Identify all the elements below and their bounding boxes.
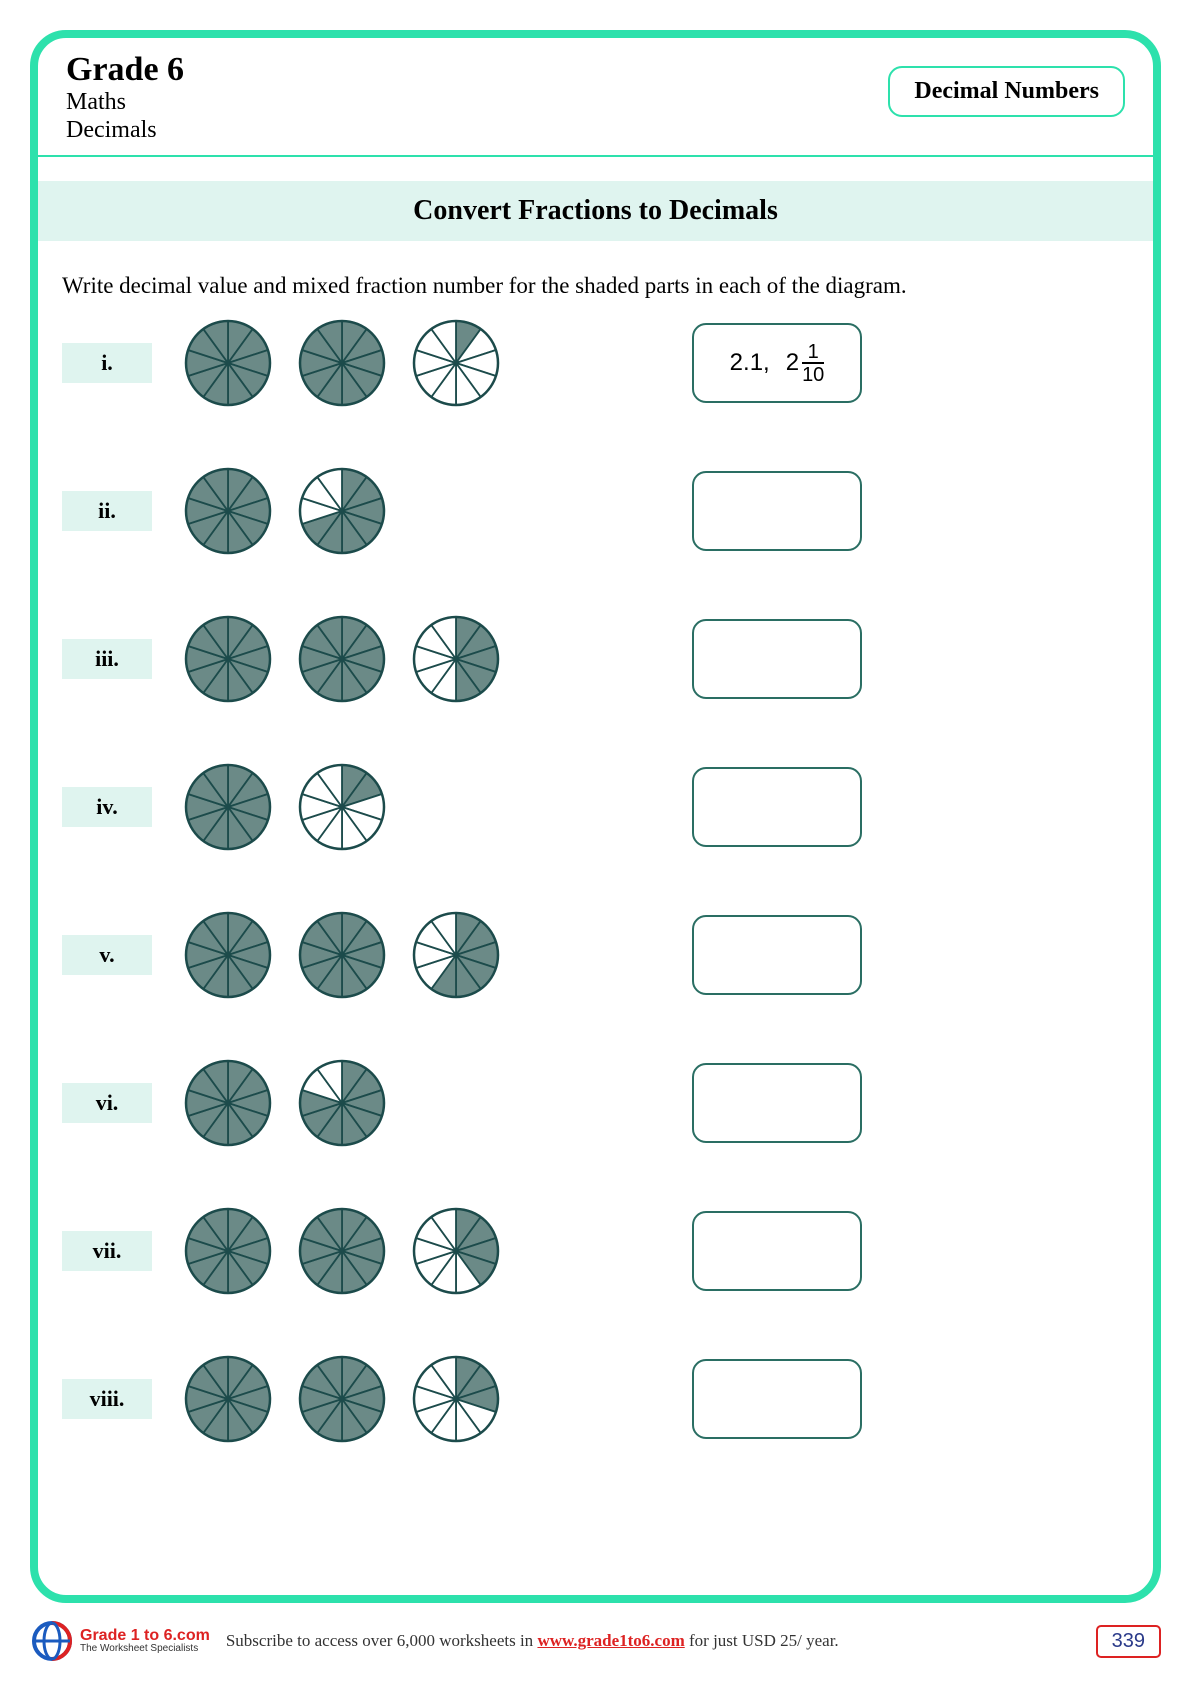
- instruction-text: Write decimal value and mixed fraction n…: [38, 241, 1153, 317]
- fraction-circle-icon: [296, 909, 388, 1001]
- brand-line1: Grade 1 to 6.com: [80, 1628, 210, 1644]
- footer-after: for just USD 25/ year.: [685, 1631, 839, 1650]
- subject-label: Maths: [66, 88, 184, 117]
- question-numeral: vi.: [62, 1083, 152, 1123]
- fraction-circle-icon: [182, 1205, 274, 1297]
- fraction-circle-icon: [182, 909, 274, 1001]
- content-frame: Grade 6 Maths Decimals Decimal Numbers C…: [30, 30, 1161, 1603]
- fraction-circle-icon: [182, 465, 274, 557]
- header-divider: [38, 155, 1153, 157]
- fraction-circle-icon: [182, 613, 274, 705]
- answer-box[interactable]: [692, 1359, 862, 1439]
- grade-block: Grade 6 Maths Decimals: [66, 52, 184, 145]
- question-row: vi.: [62, 1057, 1129, 1149]
- circle-group: [182, 1057, 542, 1149]
- answer-box[interactable]: [692, 1063, 862, 1143]
- topic-chip: Decimal Numbers: [888, 66, 1125, 117]
- footer-message: Subscribe to access over 6,000 worksheet…: [226, 1631, 1080, 1651]
- answer-box[interactable]: [692, 471, 862, 551]
- fraction-circle-icon: [296, 761, 388, 853]
- footer: Grade 1 to 6.com The Worksheet Specialis…: [30, 1619, 1161, 1663]
- circle-group: [182, 1353, 542, 1445]
- question-numeral: v.: [62, 935, 152, 975]
- fraction-circle-icon: [296, 613, 388, 705]
- fraction-whole: 2: [786, 349, 799, 377]
- circle-group: [182, 317, 542, 409]
- page-number: 339: [1096, 1625, 1161, 1658]
- question-numeral: iii.: [62, 639, 152, 679]
- question-numeral: ii.: [62, 491, 152, 531]
- fraction-circle-icon: [410, 1353, 502, 1445]
- answer-box[interactable]: [692, 915, 862, 995]
- brand-line2: The Worksheet Specialists: [80, 1644, 210, 1654]
- fraction-numerator: 1: [808, 342, 819, 362]
- fraction-circle-icon: [182, 1353, 274, 1445]
- footer-before: Subscribe to access over 6,000 worksheet…: [226, 1631, 538, 1650]
- header: Grade 6 Maths Decimals Decimal Numbers: [38, 38, 1153, 149]
- fraction-circle-icon: [296, 317, 388, 409]
- question-row: i. 2.1, 2110: [62, 317, 1129, 409]
- question-row: iv.: [62, 761, 1129, 853]
- grade-title: Grade 6: [66, 52, 184, 88]
- fraction-denominator: 10: [802, 362, 824, 385]
- answer-box[interactable]: 2.1, 2110: [692, 323, 862, 403]
- question-numeral: iv.: [62, 787, 152, 827]
- worksheet-page: Grade 6 Maths Decimals Decimal Numbers C…: [0, 0, 1191, 1683]
- question-row: viii.: [62, 1353, 1129, 1445]
- answer-decimal: 2.1,: [730, 349, 770, 377]
- answer-fraction: 2110: [786, 342, 825, 385]
- fraction-circle-icon: [182, 317, 274, 409]
- circle-group: [182, 761, 542, 853]
- answer-box[interactable]: [692, 619, 862, 699]
- brand-text: Grade 1 to 6.com The Worksheet Specialis…: [80, 1628, 210, 1654]
- circle-group: [182, 1205, 542, 1297]
- fraction-stack: 110: [802, 342, 824, 385]
- fraction-circle-icon: [296, 1353, 388, 1445]
- fraction-circle-icon: [410, 1205, 502, 1297]
- circle-group: [182, 909, 542, 1001]
- brand-logo: Grade 1 to 6.com The Worksheet Specialis…: [30, 1619, 210, 1663]
- circle-group: [182, 613, 542, 705]
- fraction-circle-icon: [410, 909, 502, 1001]
- question-row: v.: [62, 909, 1129, 1001]
- question-row: vii.: [62, 1205, 1129, 1297]
- footer-link[interactable]: www.grade1to6.com: [537, 1631, 684, 1650]
- fraction-circle-icon: [296, 1057, 388, 1149]
- unit-label: Decimals: [66, 116, 184, 145]
- circle-group: [182, 465, 542, 557]
- fraction-circle-icon: [410, 317, 502, 409]
- answer-box[interactable]: [692, 1211, 862, 1291]
- question-numeral: i.: [62, 343, 152, 383]
- worksheet-title: Convert Fractions to Decimals: [38, 181, 1153, 241]
- question-list: i. 2.1, 2110 ii. iii. iv. v. vi. vii. viii.: [38, 317, 1153, 1445]
- fraction-circle-icon: [182, 1057, 274, 1149]
- question-numeral: viii.: [62, 1379, 152, 1419]
- fraction-circle-icon: [182, 761, 274, 853]
- fraction-circle-icon: [296, 1205, 388, 1297]
- fraction-circle-icon: [410, 613, 502, 705]
- question-numeral: vii.: [62, 1231, 152, 1271]
- question-row: ii.: [62, 465, 1129, 557]
- answer-box[interactable]: [692, 767, 862, 847]
- question-row: iii.: [62, 613, 1129, 705]
- fraction-circle-icon: [296, 465, 388, 557]
- globe-icon: [30, 1619, 74, 1663]
